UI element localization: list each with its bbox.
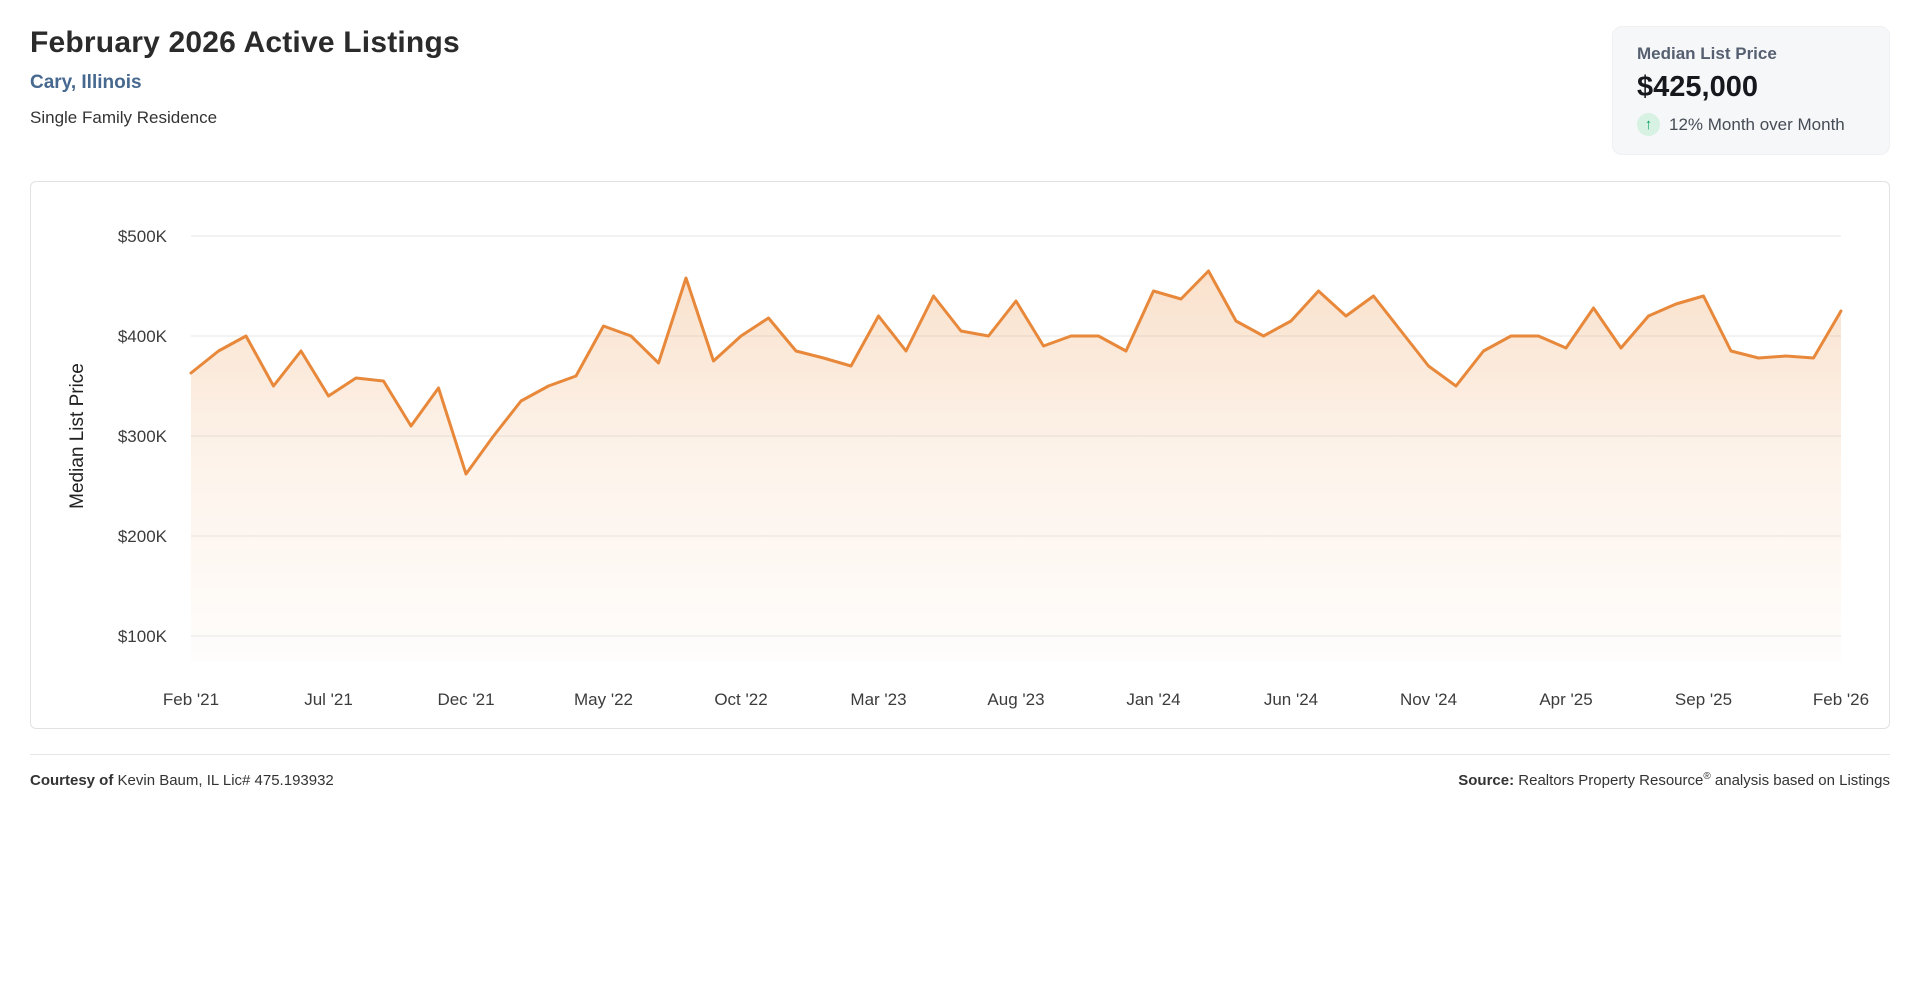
source-name: Realtors Property Resource <box>1518 772 1704 789</box>
svg-text:Jan '24: Jan '24 <box>1126 690 1180 709</box>
svg-text:Nov '24: Nov '24 <box>1400 690 1457 709</box>
courtesy-value: Kevin Baum, IL Lic# 475.193932 <box>117 772 334 789</box>
property-type-label: Single Family Residence <box>30 108 218 127</box>
svg-text:$300K: $300K <box>118 427 168 446</box>
svg-text:Dec '21: Dec '21 <box>437 690 494 709</box>
svg-text:$100K: $100K <box>118 627 168 646</box>
source-rest: analysis based on Listings <box>1710 772 1890 789</box>
month-over-month-change: 12% Month over Month <box>1669 114 1845 134</box>
source-label: Source: <box>1458 772 1515 789</box>
svg-text:Apr '25: Apr '25 <box>1539 690 1592 709</box>
svg-text:Median List Price: Median List Price <box>67 363 88 509</box>
svg-text:Feb '26: Feb '26 <box>1813 690 1869 709</box>
arrow-up-icon: ↑ <box>1637 113 1660 136</box>
svg-text:$200K: $200K <box>118 527 168 546</box>
svg-text:Jun '24: Jun '24 <box>1264 690 1318 709</box>
header-titles: February 2026 Active Listings Cary, Illi… <box>30 26 460 128</box>
svg-text:Mar '23: Mar '23 <box>850 690 906 709</box>
page-title: February 2026 Active Listings <box>30 26 460 59</box>
chart-card: $100K $200K $300K $400K $500K Feb '21 Jul '21 D… <box>30 181 1890 729</box>
median-price-label: Median List Price <box>1637 44 1777 63</box>
svg-text:Aug '23: Aug '23 <box>987 690 1044 709</box>
source-text: Source: Realtors Property Resource® anal… <box>1458 771 1890 789</box>
month-over-month-row: ↑ 12% Month over Month <box>1637 113 1865 136</box>
median-price-card: Median List Price $425,000 ↑ 12% Month o… <box>1612 26 1890 155</box>
median-list-price-chart[interactable]: $100K $200K $300K $400K $500K Feb '21 Jul '21 D… <box>31 182 1889 729</box>
report-header: February 2026 Active Listings Cary, Illi… <box>30 26 1890 155</box>
median-price-value: $425,000 <box>1637 71 1758 103</box>
svg-text:May '22: May '22 <box>574 690 633 709</box>
courtesy-text: Courtesy of Kevin Baum, IL Lic# 475.1939… <box>30 772 334 789</box>
courtesy-label: Courtesy of <box>30 772 114 789</box>
svg-text:$500K: $500K <box>118 227 168 246</box>
svg-text:Sep '25: Sep '25 <box>1675 690 1732 709</box>
location-subtitle: Cary, Illinois <box>30 72 142 93</box>
svg-text:Jul '21: Jul '21 <box>304 690 353 709</box>
svg-text:Oct '22: Oct '22 <box>714 690 767 709</box>
registered-mark: ® <box>1703 771 1711 782</box>
svg-text:Feb '21: Feb '21 <box>163 690 219 709</box>
svg-text:$400K: $400K <box>118 327 168 346</box>
report-footer: Courtesy of Kevin Baum, IL Lic# 475.1939… <box>30 754 1890 789</box>
